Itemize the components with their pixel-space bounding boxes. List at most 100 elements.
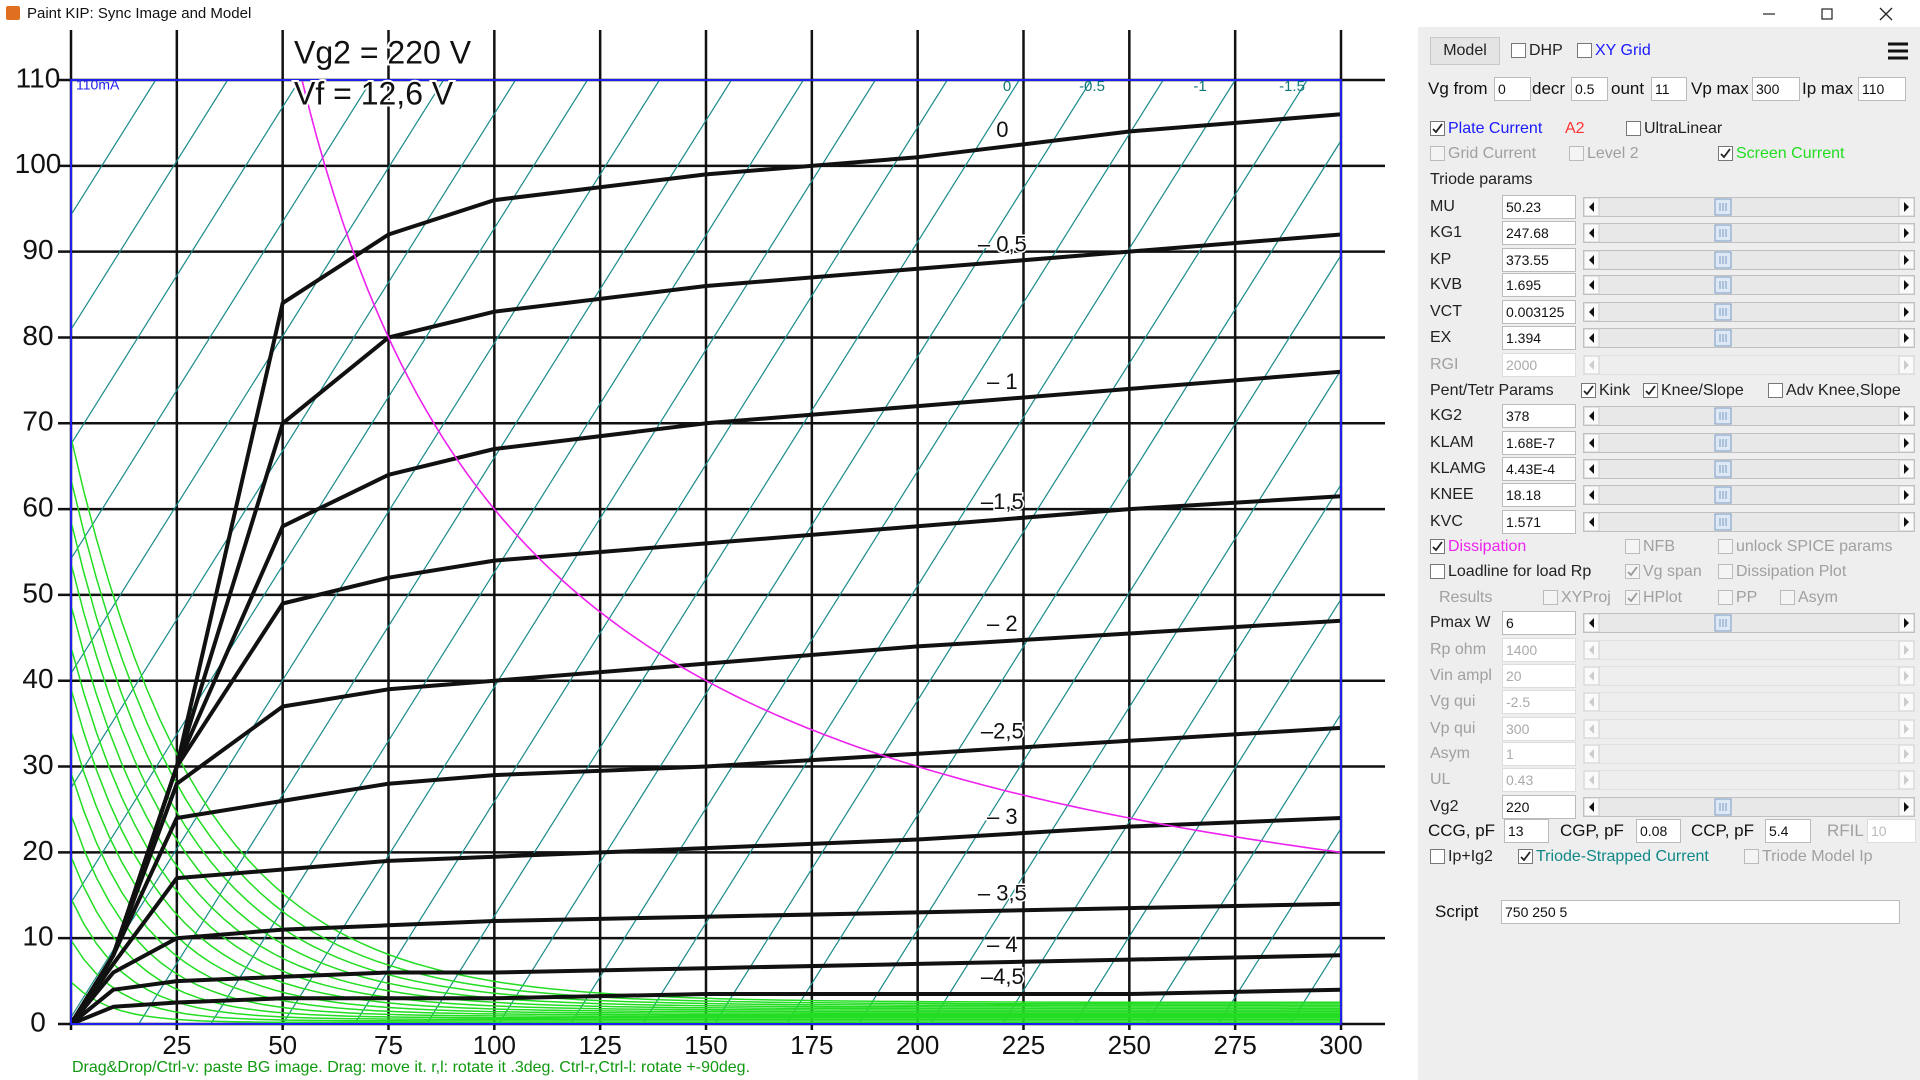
load-line <box>1145 712 1341 1024</box>
slider[interactable] <box>1583 250 1915 270</box>
load-line <box>138 80 732 1024</box>
slider-graphics <box>1583 328 1915 348</box>
slider-label: KVB <box>1430 276 1463 293</box>
text-field[interactable]: 110 <box>1858 77 1906 101</box>
text-field[interactable]: 0.08 <box>1636 819 1681 843</box>
checkbox-label: DHP <box>1529 42 1563 59</box>
checkbox-label: Asym <box>1798 589 1838 606</box>
checkbox[interactable] <box>1718 146 1733 161</box>
model-button[interactable]: Model <box>1430 37 1500 65</box>
curve-label: – 3,5 <box>978 881 1027 906</box>
slider-graphics <box>1583 459 1915 479</box>
checkbox-label: unlock SPICE params <box>1736 538 1893 555</box>
slider[interactable] <box>1583 433 1915 453</box>
text-field[interactable]: 1.695 <box>1502 273 1576 297</box>
slider[interactable] <box>1583 328 1915 348</box>
y-tick-label: 0 <box>30 1006 46 1037</box>
text-field[interactable]: 6 <box>1502 611 1576 635</box>
x-tick-label: 25 <box>162 1030 191 1060</box>
slider-label: Vp qui <box>1430 720 1476 737</box>
text-field[interactable]: 1.68E-7 <box>1502 431 1576 455</box>
text-field[interactable]: 0.003125 <box>1502 300 1576 324</box>
text-field[interactable]: 5.4 <box>1765 819 1811 843</box>
checkbox-label: Level 2 <box>1587 145 1639 162</box>
x-tick-label: 300 <box>1319 1030 1362 1060</box>
text-field[interactable]: 300 <box>1752 77 1800 101</box>
slider-graphics <box>1583 302 1915 322</box>
header-line: Vg2 = 220 V <box>294 34 472 70</box>
checkbox <box>1718 590 1733 605</box>
text-field[interactable]: 220 <box>1502 795 1576 819</box>
text-field[interactable]: 13 <box>1504 819 1549 843</box>
slider[interactable] <box>1583 797 1915 817</box>
checkbox-label: Plate Current <box>1448 120 1543 137</box>
checkbox <box>1744 849 1759 864</box>
slider[interactable] <box>1583 302 1915 322</box>
checkbox-label: HPlot <box>1643 589 1683 606</box>
checkbox[interactable] <box>1430 564 1445 579</box>
text-field[interactable]: 378 <box>1502 404 1576 428</box>
slider <box>1583 744 1915 764</box>
slider[interactable] <box>1583 459 1915 479</box>
load-line <box>71 80 229 331</box>
checkbox-label: Triode-Strapped Current <box>1536 848 1709 865</box>
text-field[interactable]: 750 250 5 <box>1501 900 1900 924</box>
checkbox[interactable] <box>1518 849 1533 864</box>
close[interactable] <box>1879 7 1893 21</box>
check-mark <box>1645 385 1656 396</box>
checkbox[interactable] <box>1643 383 1658 398</box>
checkbox-label: Screen Current <box>1736 145 1845 162</box>
y-tick-label: 100 <box>15 148 62 179</box>
header-line: Vf = 12,6 V <box>294 75 454 111</box>
slider[interactable] <box>1583 275 1915 295</box>
slider <box>1583 640 1915 660</box>
checkbox[interactable] <box>1626 121 1641 136</box>
y-tick-label: 70 <box>22 406 53 437</box>
x-tick-label: 250 <box>1108 1030 1151 1060</box>
load-line <box>71 80 517 790</box>
slider <box>1583 692 1915 712</box>
text-field[interactable]: 373.55 <box>1502 248 1576 272</box>
plate-curve <box>71 901 1341 1024</box>
slider-label: Pmax W <box>1430 614 1491 631</box>
text-field[interactable]: 0.5 <box>1571 77 1608 101</box>
slider[interactable] <box>1583 485 1915 505</box>
text-field[interactable]: 50.23 <box>1502 195 1576 219</box>
text-field[interactable]: 1.571 <box>1502 510 1576 534</box>
text-field: -2.5 <box>1502 690 1576 714</box>
slider[interactable] <box>1583 197 1915 217</box>
restore[interactable] <box>1821 8 1833 20</box>
text-field[interactable]: 11 <box>1651 77 1687 101</box>
menu-button[interactable] <box>1885 38 1911 64</box>
plate-curve <box>71 494 1341 1024</box>
slider-label: KNEE <box>1430 486 1474 503</box>
slider-label: UL <box>1430 771 1451 788</box>
checkbox[interactable] <box>1581 383 1596 398</box>
slider[interactable] <box>1583 613 1915 633</box>
text-field[interactable]: 4.43E-4 <box>1502 457 1576 481</box>
slider-label: KVC <box>1430 513 1463 530</box>
text-field[interactable]: 0 <box>1494 77 1531 101</box>
checkbox[interactable] <box>1768 383 1783 398</box>
checkbox <box>1718 564 1733 579</box>
text-field[interactable]: 247.68 <box>1502 221 1576 245</box>
field-label: Vp max <box>1691 79 1749 98</box>
checkbox[interactable] <box>1430 849 1445 864</box>
text-field[interactable]: 18.18 <box>1502 483 1576 507</box>
checkbox-label: UltraLinear <box>1644 120 1723 137</box>
screen-curve <box>71 856 1341 1019</box>
slider[interactable] <box>1583 223 1915 243</box>
screen-curve <box>71 437 1341 1004</box>
checkbox[interactable] <box>1577 43 1592 58</box>
slider[interactable] <box>1583 406 1915 426</box>
slider-label: KG2 <box>1430 407 1463 424</box>
slider-label: Vg qui <box>1430 693 1476 710</box>
checkbox[interactable] <box>1430 121 1445 136</box>
checkbox[interactable] <box>1430 539 1445 554</box>
checkbox[interactable] <box>1511 43 1526 58</box>
screen-curve <box>71 646 1341 1011</box>
checkbox-label: Ip+Ig2 <box>1448 848 1493 865</box>
text-field[interactable]: 1.394 <box>1502 326 1576 350</box>
slider[interactable] <box>1583 512 1915 532</box>
panel-text: Triode params <box>1430 171 1533 188</box>
